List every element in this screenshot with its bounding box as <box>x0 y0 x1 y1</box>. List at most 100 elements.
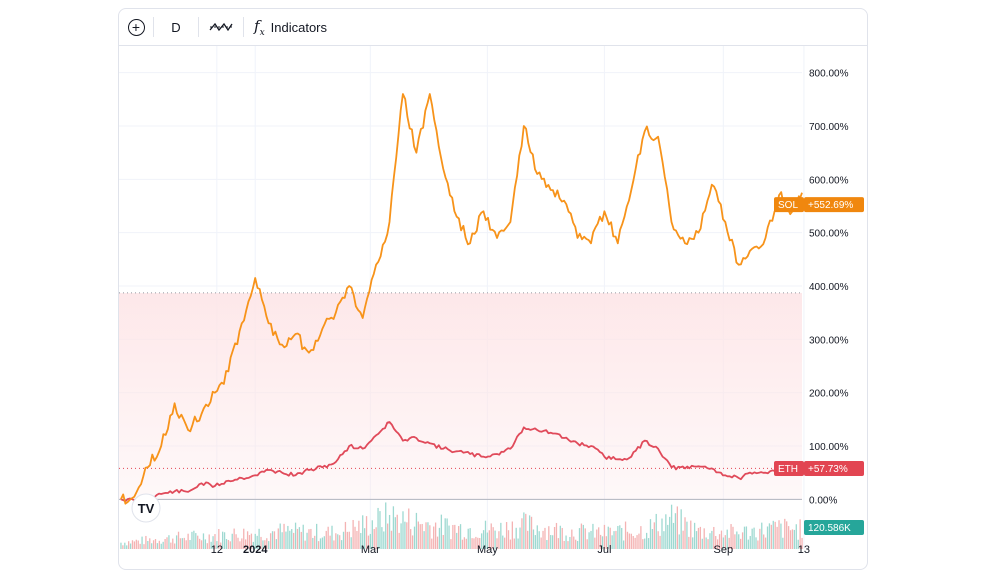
volume-bar <box>498 531 500 549</box>
volume-bar <box>133 541 136 549</box>
volume-bar <box>344 521 347 549</box>
volume-bar <box>630 533 632 549</box>
volume-bar <box>325 530 327 549</box>
volume-bar <box>287 525 289 549</box>
volume-bar <box>502 535 504 549</box>
volume-bar <box>431 538 433 549</box>
volume-bar <box>565 535 567 549</box>
volume-bar <box>156 543 159 549</box>
volume-bar <box>640 526 642 549</box>
toolbar-divider <box>198 17 199 37</box>
volume-bar <box>415 512 418 549</box>
volume-bar <box>766 526 769 549</box>
volume-bar <box>463 537 466 549</box>
volume-bar <box>168 535 170 549</box>
volume-bar <box>298 527 301 549</box>
volume-bar <box>352 519 354 549</box>
volume-bar <box>670 504 673 549</box>
volume-bar <box>703 528 705 549</box>
volume-bar <box>227 539 230 549</box>
volume-bar <box>154 539 157 549</box>
volume-bar <box>738 534 740 549</box>
volume-bar <box>385 502 387 549</box>
volume-bar <box>523 512 525 549</box>
volume-bar <box>730 524 732 549</box>
volume-bar <box>427 522 429 549</box>
plus-circle-icon: + <box>127 18 145 36</box>
volume-bar <box>143 544 145 549</box>
volume-bar <box>615 530 617 549</box>
volume-bar <box>346 531 349 549</box>
volume-bar <box>780 523 782 549</box>
volume-bar <box>584 528 586 549</box>
volume-bar <box>759 528 761 549</box>
volume-bar <box>653 522 655 549</box>
y-tick-label: 600.00% <box>809 175 849 186</box>
sol-last-value-tag: SOL +552.69% <box>774 197 864 213</box>
volume-bar <box>411 535 414 549</box>
volume-bar <box>536 525 538 549</box>
volume-bar <box>147 540 149 549</box>
volume-bar <box>179 538 182 549</box>
volume-bar <box>511 521 514 549</box>
volume-bar <box>755 537 757 549</box>
volume-bar <box>482 530 485 549</box>
volume-bar <box>791 529 794 549</box>
volume-bar <box>448 525 450 549</box>
volume-bar <box>160 543 162 549</box>
volume-bar <box>444 518 446 549</box>
y-tick-label: 100.00% <box>809 442 849 453</box>
volume-bar <box>122 545 124 549</box>
volume-bar <box>655 513 657 549</box>
volume-bar <box>598 527 600 549</box>
volume-bar <box>601 536 604 549</box>
volume-bar <box>321 537 324 549</box>
volume-bar <box>713 526 715 549</box>
x-tick-label: 2024 <box>243 544 268 556</box>
add-symbol-button[interactable]: + <box>119 9 153 45</box>
volume-bar <box>621 527 623 549</box>
volume-bar <box>304 540 306 549</box>
volume-bar <box>260 536 262 549</box>
volume-bar <box>707 539 709 549</box>
volume-bar <box>120 542 122 549</box>
volume-bar <box>229 541 231 549</box>
volume-bar <box>162 541 164 549</box>
compare-button[interactable] <box>199 9 243 45</box>
volume-bar <box>294 522 297 549</box>
x-tick-label: Sep <box>714 544 734 556</box>
indicators-button[interactable]: fx Indicators <box>244 9 337 45</box>
chart-svg[interactable]: 800.00% 700.00% 600.00% 500.00% 400.00% 300.0… <box>119 9 867 569</box>
volume-bar <box>576 540 579 549</box>
volume-bar <box>569 536 571 549</box>
volume-bar <box>724 535 726 549</box>
volume-bar <box>732 526 734 549</box>
volume-bar <box>617 525 619 549</box>
volume-bar <box>749 536 751 549</box>
volume-bar <box>528 515 531 549</box>
volume-tag: 120.586K <box>804 520 864 535</box>
volume-bar <box>778 520 780 549</box>
interval-button[interactable]: D <box>154 9 198 45</box>
logo-text: TV <box>138 501 155 516</box>
volume-bar <box>644 538 646 549</box>
volume-bar <box>768 523 771 549</box>
volume-bar <box>686 521 688 549</box>
volume-bar <box>492 527 494 549</box>
volume-bar <box>494 530 496 549</box>
volume-bar <box>697 527 700 549</box>
volume-bar <box>429 525 431 549</box>
y-tick-label: 300.00% <box>809 335 849 346</box>
volume-bar <box>363 528 366 549</box>
interval-label: D <box>171 19 181 35</box>
volume-bar <box>557 538 560 549</box>
volume-bar <box>410 529 412 549</box>
tradingview-logo[interactable]: TV <box>131 493 161 523</box>
volume-bar <box>782 537 784 549</box>
volume-bar <box>275 539 278 549</box>
volume-bar <box>741 532 744 549</box>
eth-tag-value: +57.73% <box>808 464 848 475</box>
volume-bar <box>423 531 425 549</box>
volume-bar <box>674 513 677 549</box>
volume-bar <box>131 540 134 549</box>
